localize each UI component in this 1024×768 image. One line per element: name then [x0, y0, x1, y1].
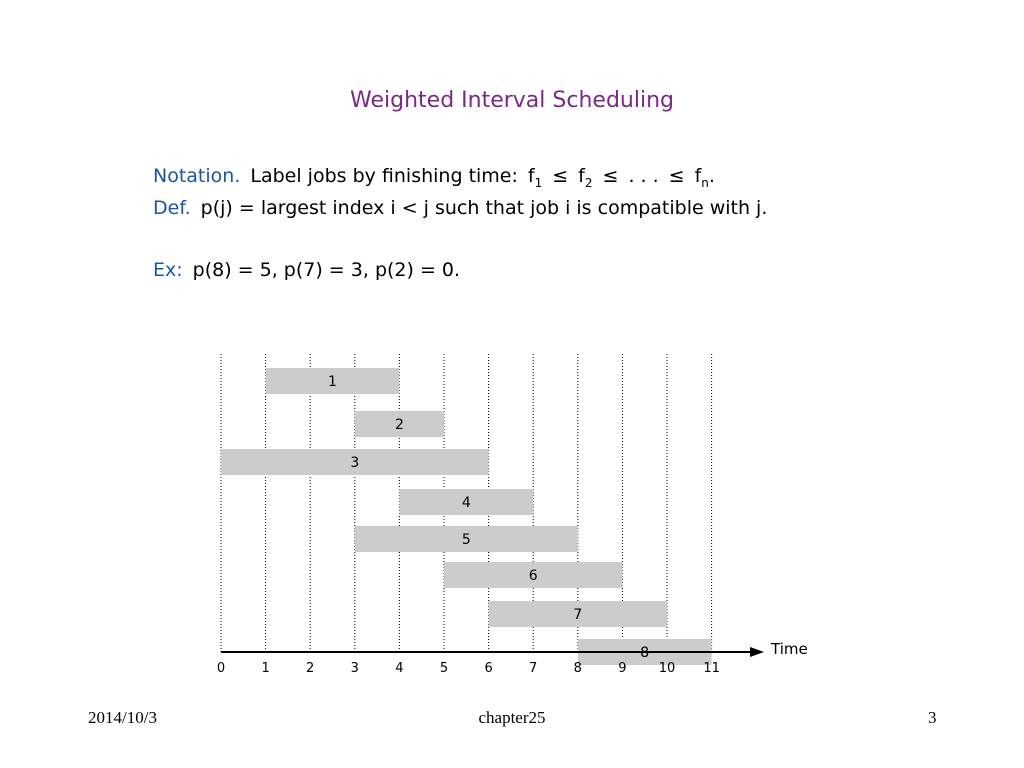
tick-label-3: 3 [351, 661, 359, 676]
tick-label-5: 5 [440, 661, 448, 676]
tick-label-9: 9 [618, 661, 626, 676]
interval-chart: 12345678Time01234567891011 [217, 354, 808, 676]
footer-page-number: 3 [928, 708, 937, 727]
job-bar-2 [354, 411, 444, 437]
footer-date: 2014/10/3 [88, 708, 157, 727]
job-bar-5 [354, 526, 578, 552]
tick-label-0: 0 [217, 661, 225, 676]
leq-2: ≤ [602, 165, 619, 187]
fn: fn [694, 165, 709, 190]
tick-label-4: 4 [395, 661, 403, 676]
ellipsis: . . . [628, 165, 659, 187]
definition-text: p(j) = largest index i < j such that job… [200, 197, 768, 219]
tick-label-11: 11 [703, 661, 720, 676]
notation-text: Label jobs by finishing time: [250, 165, 518, 187]
job-label-2: 2 [395, 417, 404, 433]
tick-label-2: 2 [306, 661, 314, 676]
job-label-1: 1 [328, 374, 337, 390]
job-bar-7 [488, 601, 667, 627]
job-bar-3 [221, 449, 489, 475]
axis-label: Time [770, 640, 808, 658]
job-label-3: 3 [350, 455, 359, 471]
tick-label-10: 10 [659, 661, 676, 676]
definition-keyword: Def. [153, 197, 191, 219]
job-label-7: 7 [573, 607, 582, 623]
job-bar-4 [399, 489, 534, 515]
job-bar-6 [444, 562, 623, 588]
definition-line: Def. p(j) = largest index i < j such that… [153, 197, 767, 219]
tick-label-1: 1 [261, 661, 269, 676]
tick-label-6: 6 [484, 661, 492, 676]
notation-line: Notation. Label jobs by finishing time: f1… [153, 165, 715, 190]
example-keyword: Ex: [153, 259, 183, 281]
tick-label-8: 8 [574, 661, 582, 676]
job-label-6: 6 [529, 568, 538, 584]
job-bar-1 [265, 368, 400, 394]
notation-period: . [708, 165, 715, 187]
leq-3: ≤ [668, 165, 685, 187]
f1: f1 [527, 165, 543, 190]
leq-1: ≤ [552, 165, 569, 187]
example-line: Ex: p(8) = 5, p(7) = 3, p(2) = 0. [153, 259, 460, 281]
job-label-5: 5 [462, 532, 471, 548]
footer-chapter: chapter25 [478, 708, 546, 727]
example-text: p(8) = 5, p(7) = 3, p(2) = 0. [192, 259, 461, 281]
notation-keyword: Notation. [153, 165, 241, 187]
tick-label-7: 7 [529, 661, 537, 676]
slide-title: Weighted Interval Scheduling [350, 88, 674, 113]
f2: f2 [578, 165, 593, 190]
axis-arrow-icon [750, 647, 764, 657]
job-label-4: 4 [462, 495, 471, 511]
